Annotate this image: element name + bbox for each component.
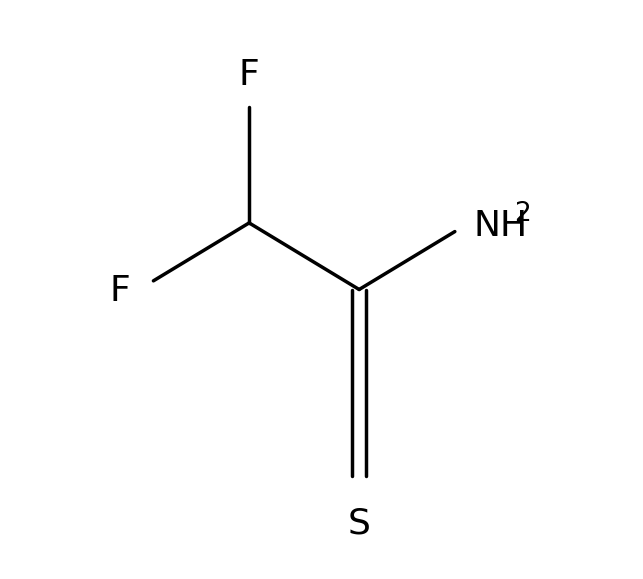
Text: S: S [348,507,370,541]
Text: F: F [239,58,260,92]
Text: F: F [110,274,131,307]
Text: NH: NH [473,209,527,243]
Text: 2: 2 [514,201,531,227]
